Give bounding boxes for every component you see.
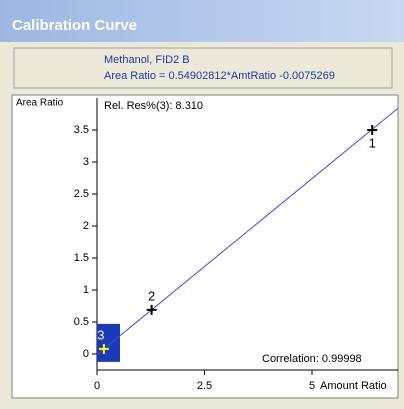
x-tick-label: 2.5: [197, 380, 212, 392]
y-axis-label: Area Ratio: [16, 98, 64, 109]
plot: 0 0.5 1 1.5 2 2.5 3 3.5 0 2.5 5 Area Ratio Amount Ra…: [16, 98, 399, 392]
header-panel: [13, 47, 393, 89]
y-tick-label: 2.5: [74, 188, 89, 200]
y-tick-label: 1: [83, 284, 89, 296]
point-label: 2: [148, 288, 155, 303]
plot-panel: [11, 94, 399, 399]
window-title: Calibration Curve: [12, 17, 137, 34]
point: [367, 125, 378, 135]
point: [98, 343, 109, 354]
annotation: Rel. Res%(3): 8.310: [104, 100, 203, 112]
selection-box: [97, 323, 120, 362]
x-tick-label: 5: [309, 380, 315, 392]
x-tick-label: 0: [94, 380, 100, 392]
y-tick-label: 3: [83, 156, 89, 168]
y-tick-label: 0: [83, 348, 89, 360]
header-line: Methanol, FID2 B: [104, 54, 190, 66]
point-label: 1: [369, 135, 376, 150]
annotation: Correlation: 0.99998: [262, 353, 362, 365]
header-line: Area Ratio = 0.54902812*AmtRatio -0.0075…: [104, 70, 335, 82]
y-tick-label: 2: [83, 220, 89, 232]
point: [146, 304, 157, 315]
x-axis-label: Amount Ratio: [320, 380, 387, 392]
title-bar: [0, 0, 404, 42]
y-tick-label: 3.5: [74, 124, 89, 136]
y-tick-label: 0.5: [74, 316, 89, 328]
point-label: 3: [97, 327, 104, 342]
fit-line: [96, 107, 399, 355]
y-tick-label: 1.5: [74, 252, 89, 264]
